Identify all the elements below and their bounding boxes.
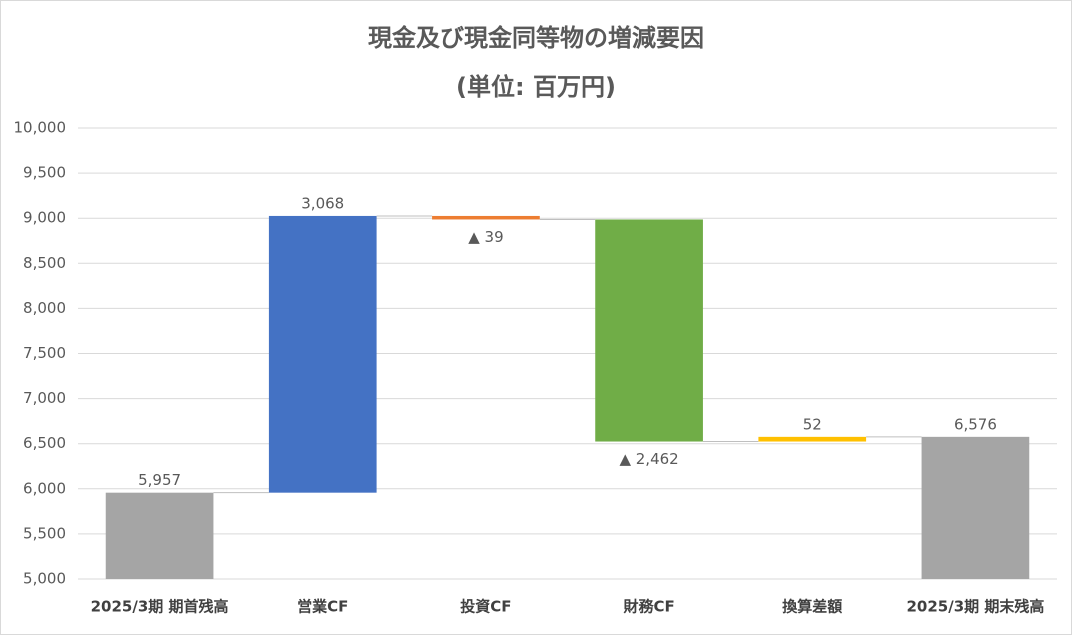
y-tick-label: 9,500 bbox=[23, 164, 66, 182]
y-tick-label: 8,000 bbox=[23, 299, 66, 317]
x-tick-label: 2025/3期 期首残高 bbox=[91, 598, 229, 616]
x-tick-label: 営業CF bbox=[297, 598, 348, 616]
chart-title: 現金及び現金同等物の増減要因 bbox=[368, 24, 704, 52]
bar bbox=[921, 436, 1030, 579]
y-tick-label: 9,000 bbox=[23, 209, 66, 227]
bar bbox=[758, 436, 867, 442]
x-tick-label: 投資CF bbox=[460, 598, 511, 616]
y-tick-label: 6,000 bbox=[23, 479, 66, 497]
x-tick-label: 換算差額 bbox=[782, 598, 842, 616]
chart-subtitle: (単位: 百万円) bbox=[456, 73, 616, 101]
x-tick-label: 財務CF bbox=[622, 598, 674, 616]
y-tick-label: 8,500 bbox=[23, 254, 66, 272]
data-label: 6,576 bbox=[954, 415, 997, 433]
bar bbox=[105, 492, 214, 579]
y-tick-label: 5,000 bbox=[23, 570, 66, 588]
y-tick-label: 6,500 bbox=[23, 434, 66, 452]
bar bbox=[432, 215, 540, 220]
bar bbox=[268, 215, 377, 493]
x-tick-label: 2025/3期 期末残高 bbox=[906, 598, 1044, 616]
data-label: 5,957 bbox=[138, 471, 181, 489]
data-label: ▲ 2,462 bbox=[619, 450, 678, 468]
data-label: 3,068 bbox=[301, 194, 344, 212]
y-tick-label: 10,000 bbox=[14, 119, 67, 137]
bar bbox=[595, 219, 703, 442]
y-tick-label: 7,500 bbox=[23, 344, 66, 362]
data-label: ▲ 39 bbox=[468, 228, 503, 246]
data-label: 52 bbox=[803, 415, 822, 433]
y-tick-label: 7,000 bbox=[23, 389, 66, 407]
y-tick-label: 5,500 bbox=[23, 524, 66, 542]
